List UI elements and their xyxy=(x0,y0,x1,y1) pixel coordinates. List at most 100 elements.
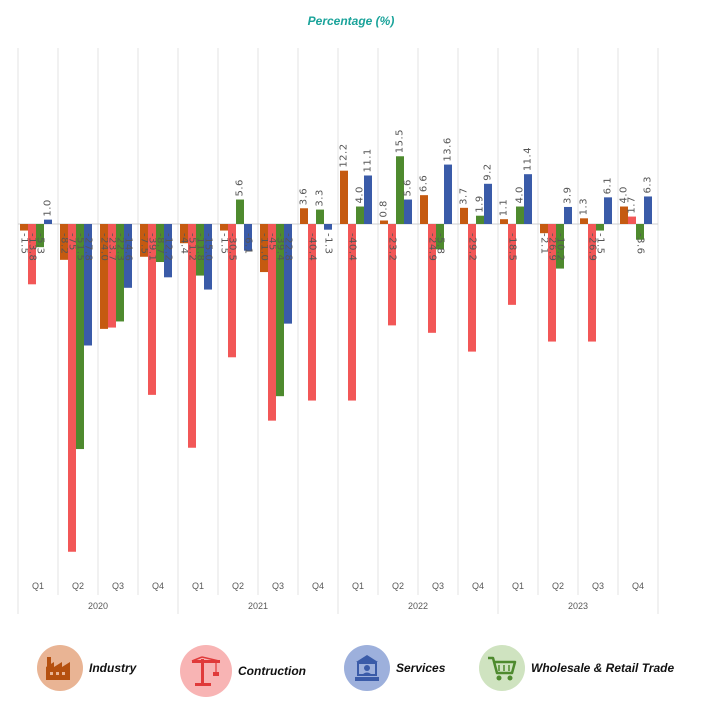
x-tick-label: Q1 xyxy=(32,581,44,591)
data-label: -5.3 xyxy=(35,233,46,255)
x-tick-label: Q4 xyxy=(472,581,484,591)
x-tick-label: Q3 xyxy=(592,581,604,591)
bar xyxy=(308,224,316,401)
x-tick-label: Q2 xyxy=(72,581,84,591)
bar xyxy=(556,224,564,269)
data-label: -30.5 xyxy=(227,233,238,261)
cart-icon xyxy=(479,645,525,691)
bar xyxy=(436,224,444,250)
data-label: 5.6 xyxy=(403,179,414,196)
data-label: -13.8 xyxy=(27,233,38,261)
data-label: -22.3 xyxy=(115,233,126,261)
data-label: 0.8 xyxy=(379,200,390,217)
bar xyxy=(604,197,612,224)
data-label: -12.2 xyxy=(163,233,174,261)
legend-label: Contruction xyxy=(238,664,306,678)
data-label: 6.1 xyxy=(603,177,614,194)
data-label: -29.2 xyxy=(467,233,478,261)
bar xyxy=(20,224,28,231)
bar xyxy=(116,224,124,322)
bar xyxy=(188,224,196,448)
x-tick-label: Q1 xyxy=(352,581,364,591)
bar xyxy=(388,224,396,326)
x-tick-label: Q2 xyxy=(232,581,244,591)
bar xyxy=(476,215,484,224)
data-label: 1.7 xyxy=(627,196,638,213)
year-label: 2020 xyxy=(88,601,108,611)
data-label: -1.5 xyxy=(219,233,230,255)
chart-title: Percentage (%) xyxy=(307,14,395,28)
data-label: -27.8 xyxy=(83,233,94,261)
data-label: 3.9 xyxy=(563,187,574,204)
bar xyxy=(44,219,52,224)
data-label: -5.8 xyxy=(435,233,446,255)
x-tick-label: Q1 xyxy=(192,581,204,591)
bar xyxy=(548,224,556,342)
bar xyxy=(228,224,236,358)
bar xyxy=(380,220,388,224)
bar xyxy=(260,224,268,273)
x-tick-label: Q2 xyxy=(392,581,404,591)
bar xyxy=(100,224,108,329)
data-label: -11.8 xyxy=(195,233,206,261)
data-label: 5.6 xyxy=(235,179,246,196)
x-tick-label: Q4 xyxy=(312,581,324,591)
data-label: 12.2 xyxy=(339,143,350,167)
data-label: -75 xyxy=(67,233,78,251)
bar xyxy=(420,195,428,224)
data-label: 9.2 xyxy=(483,163,494,180)
data-label: 4.0 xyxy=(515,186,526,203)
legend-services: Services xyxy=(344,645,445,691)
data-label: -51.2 xyxy=(187,233,198,261)
bar xyxy=(596,224,604,231)
bar xyxy=(460,207,468,224)
data-label: -26.9 xyxy=(547,233,558,261)
data-label: -22.8 xyxy=(283,233,294,261)
bar-chart: -1.5 -8.2 -24.0 -7.5 -4.4 -1.5 -11.0 3.6 12.2 0.8… xyxy=(17,48,659,614)
data-label: -15.0 xyxy=(203,233,214,261)
data-label: -14.6 xyxy=(123,233,134,261)
x-tick-label: Q3 xyxy=(112,581,124,591)
bar xyxy=(276,224,284,397)
data-label: -23.7 xyxy=(107,233,118,261)
bar xyxy=(220,224,228,231)
bar xyxy=(60,224,68,260)
data-label: -1.5 xyxy=(19,233,30,255)
bar xyxy=(76,224,84,450)
x-tick-label: Q3 xyxy=(432,581,444,591)
data-label: -40.4 xyxy=(307,233,318,261)
bar xyxy=(348,224,356,401)
data-label: 3.6 xyxy=(299,188,310,205)
data-label: -7.5 xyxy=(139,233,150,255)
bar xyxy=(156,224,164,263)
data-label: -39.4 xyxy=(275,233,286,261)
data-label: -8.7 xyxy=(155,233,166,255)
data-label: 1.1 xyxy=(499,199,510,216)
bar xyxy=(236,199,244,224)
bar xyxy=(300,208,308,224)
bar xyxy=(356,206,364,224)
legend-wholesale-retail: Wholesale & Retail Trade xyxy=(479,645,674,691)
data-label: -39.1 xyxy=(147,233,158,261)
bar xyxy=(620,206,628,224)
year-label: 2023 xyxy=(568,601,588,611)
data-label: -10.2 xyxy=(555,233,566,261)
year-label: 2022 xyxy=(408,601,428,611)
data-label: -1.3 xyxy=(323,233,334,255)
bar xyxy=(636,224,644,240)
bar xyxy=(164,224,172,278)
bar xyxy=(396,156,404,224)
x-tick-label: Q2 xyxy=(552,581,564,591)
legend-label: Industry xyxy=(89,661,137,675)
bar xyxy=(428,224,436,333)
bar xyxy=(628,216,636,224)
year-label: 2021 xyxy=(248,601,268,611)
data-label: 13.6 xyxy=(443,137,454,161)
legend-label: Services xyxy=(396,661,446,675)
service-desk-icon xyxy=(344,645,390,691)
data-label: -1.5 xyxy=(595,233,606,255)
data-label: -40.4 xyxy=(347,233,358,261)
bar xyxy=(148,224,156,395)
bar xyxy=(444,164,452,224)
bar xyxy=(580,218,588,224)
